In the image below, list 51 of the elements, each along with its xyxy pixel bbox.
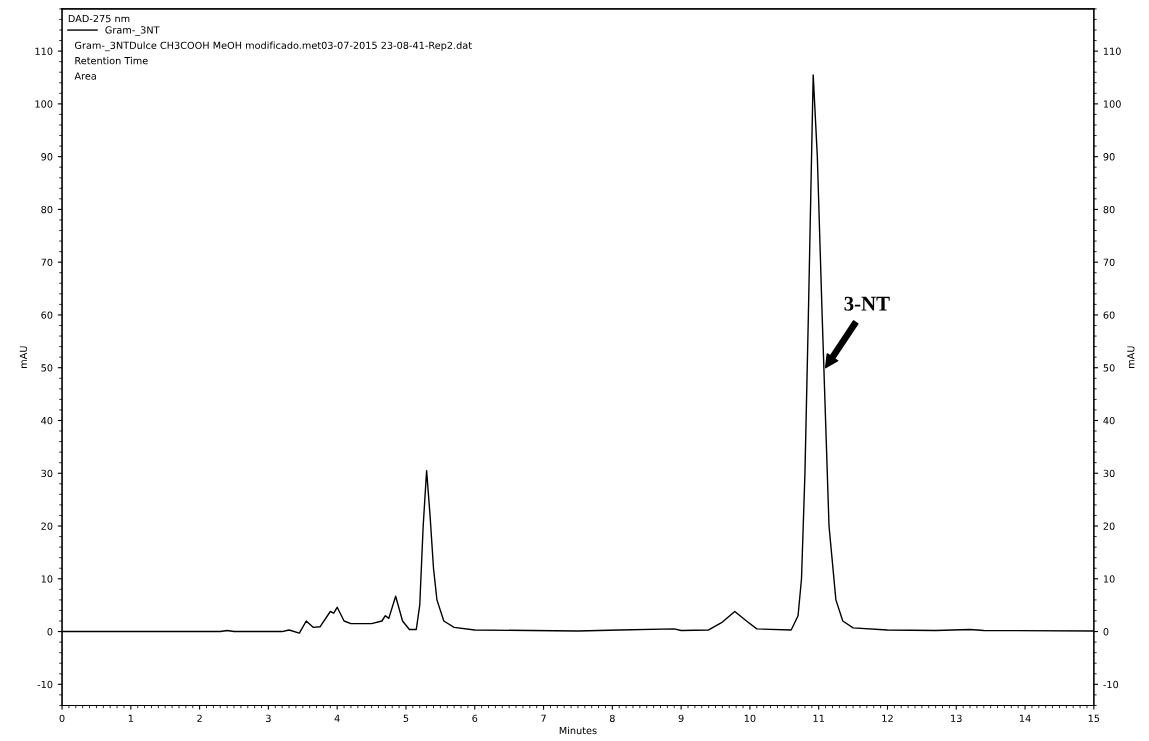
y-axis-title: mAU	[19, 346, 28, 368]
x-tick-label: 4	[334, 714, 340, 722]
y-tick-label: 50	[41, 364, 53, 372]
legend-label: Gram-_3NT	[105, 26, 160, 36]
x-tick-label: 9	[678, 714, 684, 722]
annotation: Retention Time	[75, 56, 148, 65]
x-tick-label: 8	[609, 714, 615, 722]
y-tick-label: 40	[41, 416, 53, 425]
x-tick-label: 15	[1088, 714, 1100, 722]
x-tick-label: 13	[951, 714, 962, 722]
y2-tick-label: 50	[1103, 364, 1115, 372]
y2-tick-label: 80	[1103, 205, 1115, 214]
y-tick-label: 110	[35, 47, 53, 55]
x-axis-title: Minutes	[559, 726, 597, 735]
x-tick-label: 3	[266, 714, 271, 722]
y-tick-label: 60	[41, 311, 53, 319]
x-tick-label: 12	[882, 714, 893, 722]
annotation: Area	[74, 72, 96, 80]
y2-tick-label: 40	[1103, 416, 1115, 425]
y2-tick-label: 20	[1103, 522, 1115, 530]
x-tick-label: 1	[128, 714, 134, 722]
y2-tick-label: 70	[1103, 258, 1115, 267]
y2-tick-label: 100	[1103, 100, 1121, 108]
y-tick-label: -10	[37, 680, 53, 689]
y2-tick-label: 30	[1103, 469, 1115, 478]
annotation: Gram-_3NTDulce CH3COOH MeOH modificado.met03-07-2015 23-08-41-Rep2.dat	[74, 41, 472, 52]
y2-tick-label: 10	[1103, 575, 1115, 583]
y-tick-label: 20	[41, 522, 53, 530]
y-tick-label: 100	[35, 100, 53, 108]
y-tick-label: 80	[41, 205, 53, 214]
x-tick-label: 2	[197, 714, 202, 722]
x-tick-label: 5	[403, 714, 409, 722]
x-tick-label: 10	[744, 714, 756, 722]
y2-tick-label: -10	[1103, 680, 1119, 689]
y2-tick-label: 0	[1103, 628, 1109, 636]
annotation: 3-NT	[844, 296, 890, 311]
x-tick-label: 6	[472, 714, 478, 722]
y2-tick-label: 60	[1103, 311, 1115, 319]
y-tick-label: 0	[47, 628, 53, 636]
y2-tick-label: 110	[1103, 47, 1121, 55]
x-tick-label: 0	[59, 714, 65, 722]
y2-tick-label: 90	[1103, 153, 1115, 161]
x-tick-label: 14	[1019, 714, 1031, 722]
legend-title: DAD-275 nm	[68, 14, 130, 23]
y-tick-label: 90	[41, 153, 53, 161]
y-tick-label: 70	[41, 258, 53, 267]
x-tick-label: 11	[813, 714, 824, 722]
y-tick-label: 10	[41, 575, 53, 583]
x-tick-label: 7	[541, 714, 546, 722]
y2-axis-title: mAU	[1127, 346, 1135, 368]
y-tick-label: 30	[41, 469, 53, 478]
